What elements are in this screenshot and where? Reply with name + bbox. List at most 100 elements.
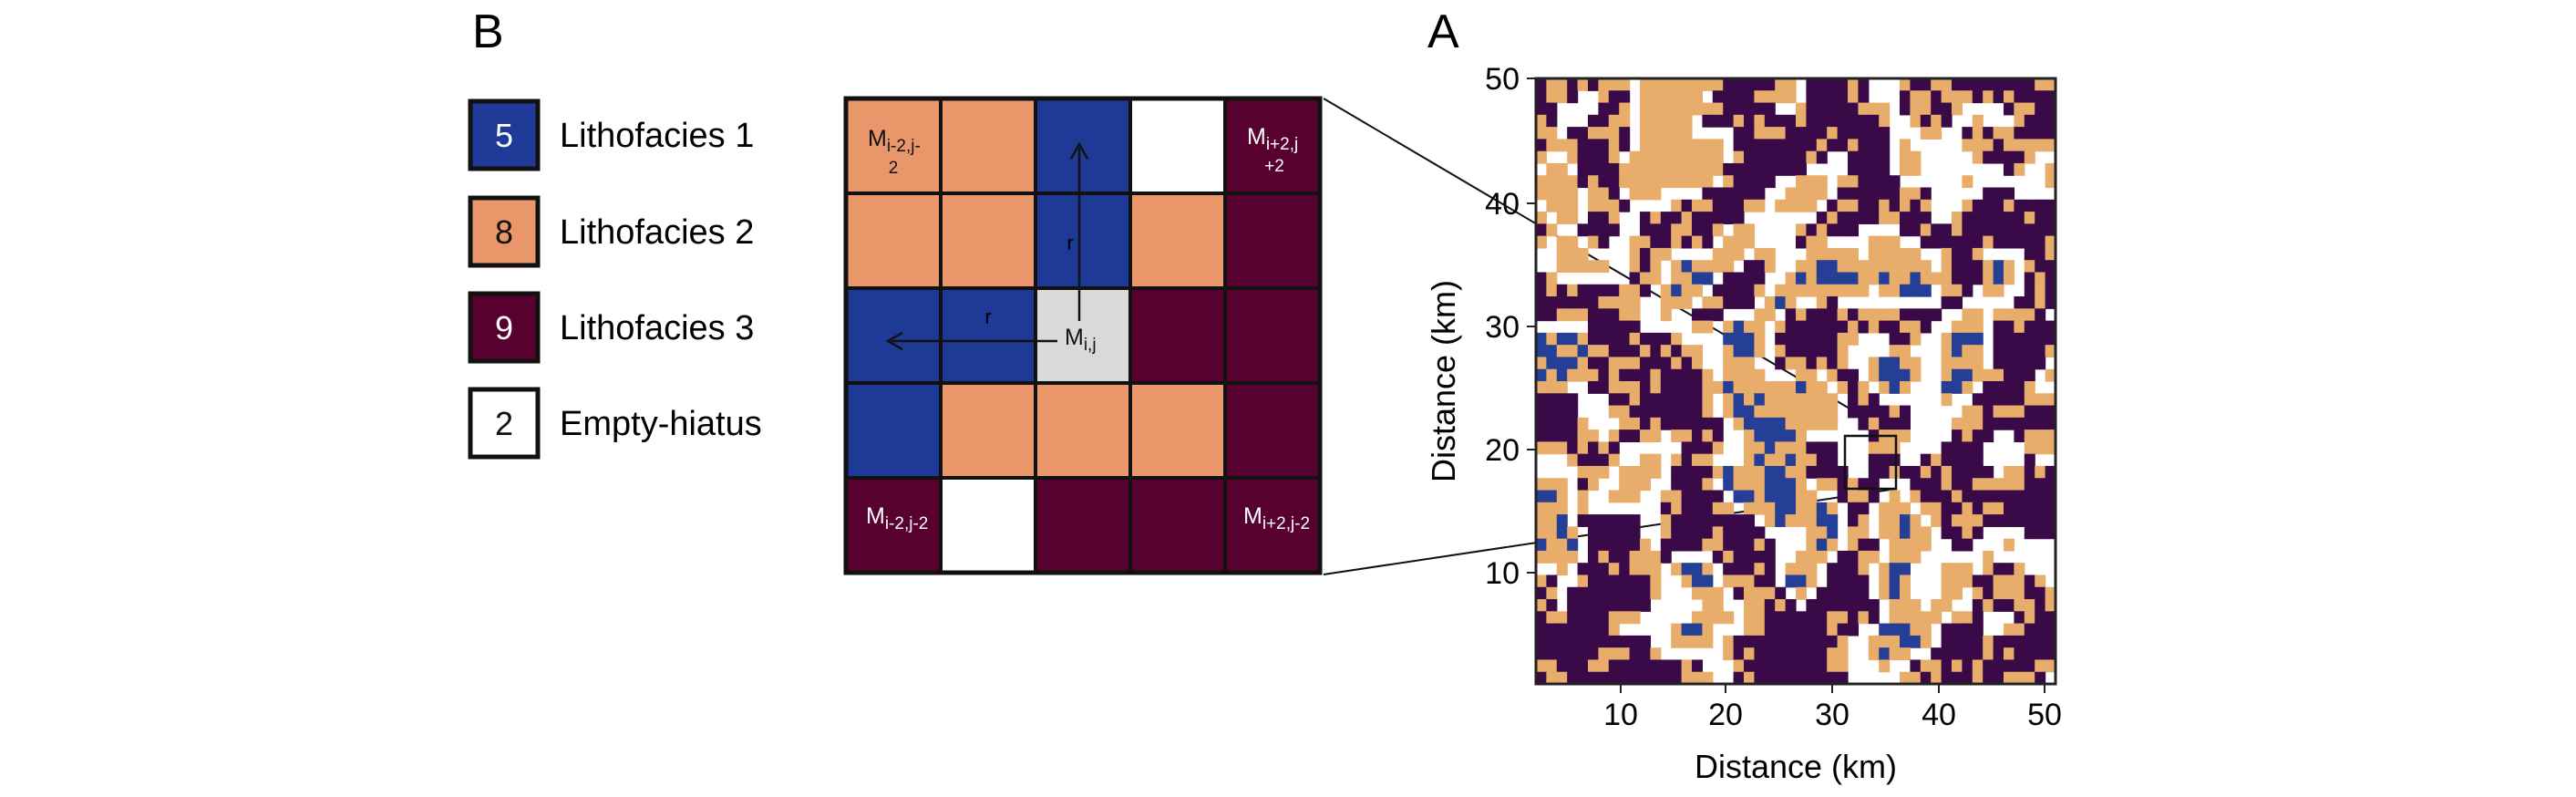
map-cell	[1796, 102, 1807, 116]
map-cell	[1962, 430, 1973, 442]
map-cell	[1744, 187, 1755, 201]
map-cell	[1619, 478, 1631, 492]
map-cell	[1556, 550, 1568, 564]
cell-label-bottom-left: Mi-2,j-2	[866, 503, 928, 533]
map-cell	[2004, 235, 2014, 249]
map-cell	[1837, 260, 1849, 274]
map-cell	[2004, 465, 2014, 479]
map-cell	[1868, 538, 1880, 552]
map-cell	[1952, 381, 1963, 394]
map-cell	[1962, 453, 1973, 467]
map-cell	[1941, 574, 1953, 588]
map-cell	[1702, 78, 1714, 91]
map-cell	[1848, 526, 1859, 540]
map-cell	[1983, 550, 1994, 564]
map-cell	[1858, 162, 1870, 176]
map-cell	[2045, 659, 2056, 673]
map-cell	[1993, 381, 2004, 394]
map-cell	[1764, 127, 1776, 140]
map-cell	[1744, 139, 1755, 152]
map-cell	[1598, 127, 1610, 140]
map-cell	[1764, 260, 1776, 274]
map-cell	[1816, 127, 1828, 140]
map-cell	[1660, 284, 1672, 297]
map-cell	[1619, 393, 1631, 407]
map-cell	[1733, 78, 1745, 91]
map-cell	[1608, 308, 1620, 322]
map-cell	[2035, 671, 2046, 685]
map-cell	[1879, 284, 1891, 297]
map-cell	[1764, 635, 1776, 648]
map-cell	[1692, 671, 1703, 685]
map-cell	[1629, 405, 1641, 419]
map-cell	[1681, 199, 1693, 212]
map-cell	[1972, 647, 1984, 661]
map-cell	[1681, 357, 1693, 370]
map-cell	[2035, 574, 2046, 588]
map-cell	[2045, 260, 2056, 274]
map-cell	[1681, 78, 1693, 91]
map-cell	[1650, 574, 1662, 588]
map-cell	[1879, 563, 1891, 576]
map-cell	[1650, 150, 1662, 164]
map-cell	[1608, 538, 1620, 552]
map-cell	[1796, 357, 1807, 370]
map-cell	[1681, 430, 1693, 442]
map-cell	[1910, 635, 1922, 648]
map-cell	[1629, 284, 1641, 297]
map-cell	[1660, 150, 1672, 164]
map-cell	[1920, 102, 1932, 116]
map-cell	[1920, 623, 1932, 637]
map-cell	[2024, 272, 2035, 285]
map-cell	[1837, 223, 1849, 237]
map-cell	[2045, 332, 2056, 346]
map-cell	[1900, 405, 1911, 419]
map-cell	[2035, 490, 2046, 503]
map-cell	[1598, 332, 1610, 346]
map-cell	[1983, 514, 1994, 527]
map-cell	[1556, 235, 1568, 249]
map-cell	[1692, 659, 1703, 673]
map-cell	[1681, 671, 1693, 685]
map-cell	[1972, 659, 1984, 673]
map-cell	[1806, 78, 1818, 91]
map-cell	[1910, 247, 1922, 261]
map-cell	[1806, 441, 1818, 455]
grid-cell	[1223, 191, 1322, 290]
map-cell	[1910, 671, 1922, 685]
map-cell	[1536, 623, 1547, 637]
map-cell	[2014, 320, 2025, 334]
map-cell	[2045, 611, 2056, 625]
map-cell	[1702, 320, 1714, 334]
grid-cell	[1128, 286, 1227, 385]
map-cell	[1546, 223, 1558, 237]
map-cell	[1910, 212, 1922, 224]
map-cell	[2004, 357, 2014, 370]
map-cell	[1972, 453, 1984, 467]
map-cell	[2045, 247, 2056, 261]
map-cell	[2014, 139, 2025, 152]
map-cell	[1910, 223, 1922, 237]
map-cell	[1848, 199, 1859, 212]
map-cell	[1650, 647, 1662, 661]
map-cell	[1993, 320, 2004, 334]
map-cell	[1650, 212, 1662, 224]
map-cell	[2024, 671, 2035, 685]
map-cell	[1733, 296, 1745, 309]
map-cell	[1827, 90, 1839, 104]
map-cell	[1619, 671, 1631, 685]
map-cell	[1692, 574, 1703, 588]
map-cell	[2014, 502, 2025, 515]
map-cell	[1598, 368, 1610, 382]
map-cell	[2024, 465, 2035, 479]
map-cell	[1619, 574, 1631, 588]
map-cell	[1848, 393, 1859, 407]
map-cell	[1952, 563, 1963, 576]
map-cell	[2004, 260, 2014, 274]
map-cell	[1692, 260, 1703, 274]
map-cell	[1640, 235, 1651, 249]
map-cell	[1775, 139, 1787, 152]
map-cell	[1848, 212, 1859, 224]
map-cell	[1681, 405, 1693, 419]
map-cell	[1972, 635, 1984, 648]
